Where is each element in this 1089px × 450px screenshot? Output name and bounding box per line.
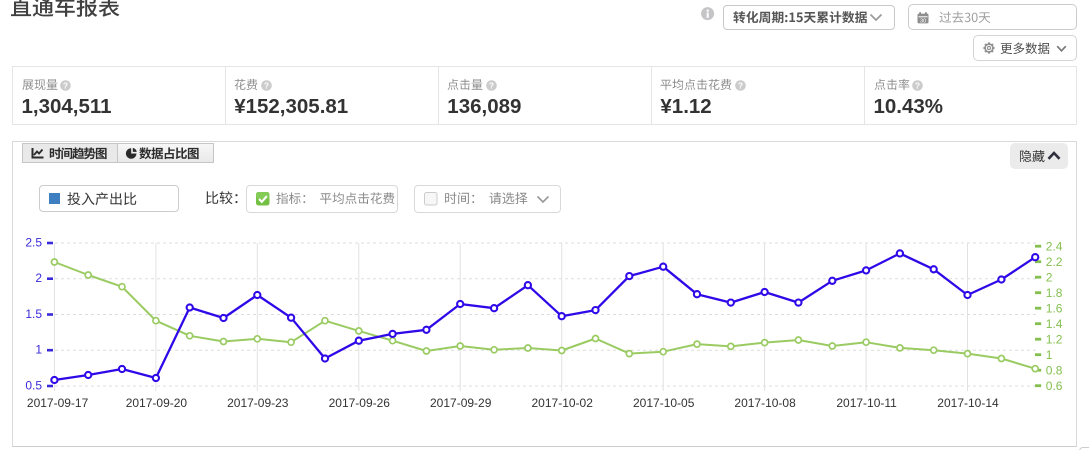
svg-text:?: ? [63,80,68,90]
svg-text:1.5: 1.5 [25,307,42,321]
svg-text:2.4: 2.4 [1046,240,1063,254]
svg-text:1: 1 [1046,348,1053,362]
svg-text:1.2: 1.2 [1046,333,1063,347]
svg-text:1: 1 [35,343,42,357]
svg-text:2017-09-26: 2017-09-26 [329,396,391,410]
svg-text:2.5: 2.5 [25,235,42,249]
svg-text:2: 2 [1046,271,1053,285]
svg-text:2.2: 2.2 [1046,255,1063,269]
svg-text:?: ? [738,80,743,90]
svg-text:?: ? [264,80,269,90]
svg-text:1.4: 1.4 [1046,317,1063,331]
svg-text:0.6: 0.6 [1046,379,1063,393]
svg-text:2017-09-23: 2017-09-23 [227,396,289,410]
svg-text:2017-10-14: 2017-10-14 [937,396,999,410]
svg-text:2017-09-29: 2017-09-29 [430,396,492,410]
svg-text:2017-09-20: 2017-09-20 [126,396,188,410]
svg-text:0.8: 0.8 [1046,364,1063,378]
svg-text:0.5: 0.5 [25,378,42,392]
svg-text:2: 2 [35,271,42,285]
svg-text:?: ? [915,80,920,90]
svg-text:1.6: 1.6 [1046,302,1063,316]
svg-text:2017-09-17: 2017-09-17 [27,396,89,410]
svg-text:1.8: 1.8 [1046,286,1063,300]
svg-text:2017-10-05: 2017-10-05 [633,396,695,410]
svg-text:30: 30 [920,18,926,24]
svg-text:?: ? [489,80,494,90]
svg-text:2017-10-02: 2017-10-02 [532,396,594,410]
svg-text:2017-10-11: 2017-10-11 [836,396,897,410]
svg-text:2017-10-08: 2017-10-08 [734,396,796,410]
